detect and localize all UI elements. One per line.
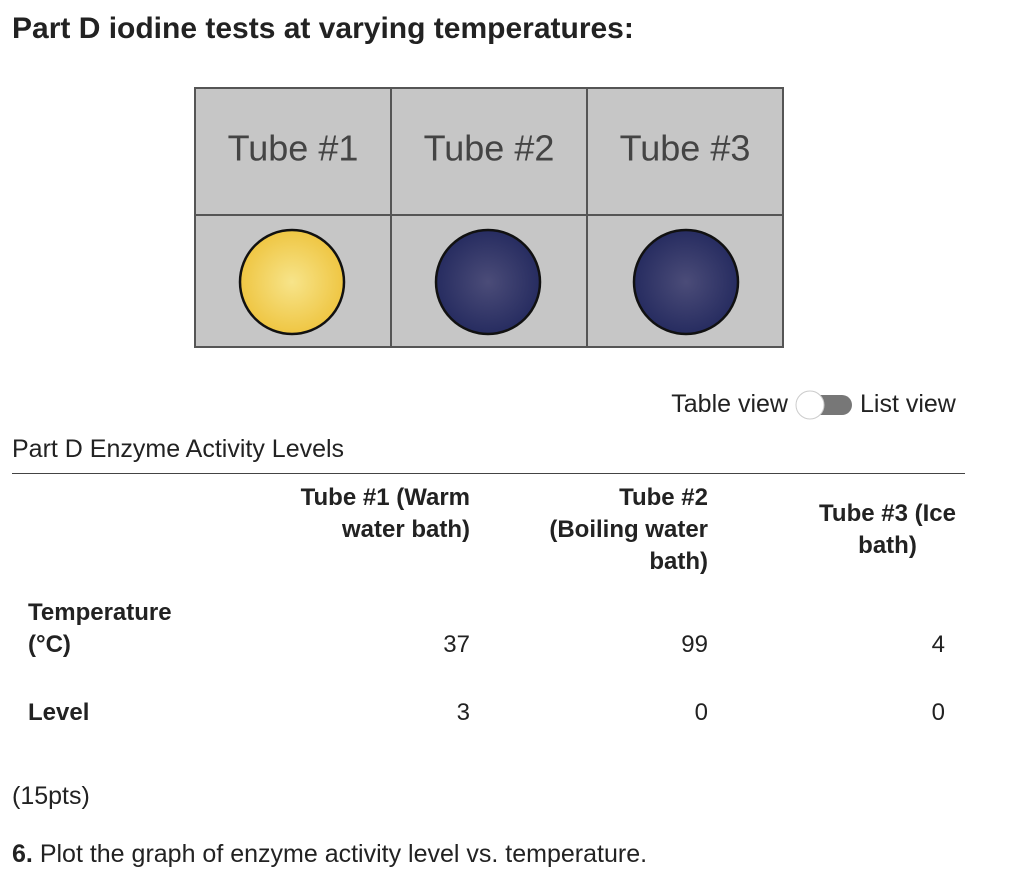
table-caption: Part D Enzyme Activity Levels — [12, 435, 345, 463]
question-number: 6. — [12, 840, 33, 868]
tube-label: Tube #1 — [228, 128, 359, 169]
cell: 4 — [931, 631, 945, 658]
column-header: Tube #2 (Boiling water bath) — [549, 484, 708, 575]
cell: 0 — [694, 699, 708, 726]
points: (15pts) — [12, 782, 90, 810]
column-header: Tube #3 (Ice bath) — [819, 500, 956, 559]
cell: 99 — [681, 631, 708, 658]
cell: 0 — [931, 699, 945, 726]
cell: 3 — [456, 699, 470, 726]
toggle-label[interactable]: Table view — [671, 390, 788, 418]
toggle-label[interactable]: List view — [860, 390, 956, 418]
result-circle — [238, 228, 346, 336]
question-text: Plot the graph of enzyme activity level … — [39, 840, 648, 868]
result-circle — [434, 228, 542, 336]
row-header: Level — [28, 699, 90, 726]
cell: 37 — [443, 631, 470, 658]
title: Part D iodine tests at varying temperatu… — [12, 12, 634, 45]
column-header: Tube #1 (Warm water bath) — [300, 484, 470, 543]
tube-label: Tube #2 — [424, 128, 555, 169]
tube-label: Tube #3 — [620, 128, 751, 169]
result-circle — [632, 228, 740, 336]
view-toggle[interactable] — [794, 390, 854, 420]
row-header: Temperature (°C) — [28, 599, 172, 658]
question: 6. Plot the graph of enzyme activity lev… — [12, 840, 647, 869]
divider — [12, 473, 965, 474]
iodine-image: Tube #1 Tube #2 Tube #3 — [194, 87, 784, 348]
